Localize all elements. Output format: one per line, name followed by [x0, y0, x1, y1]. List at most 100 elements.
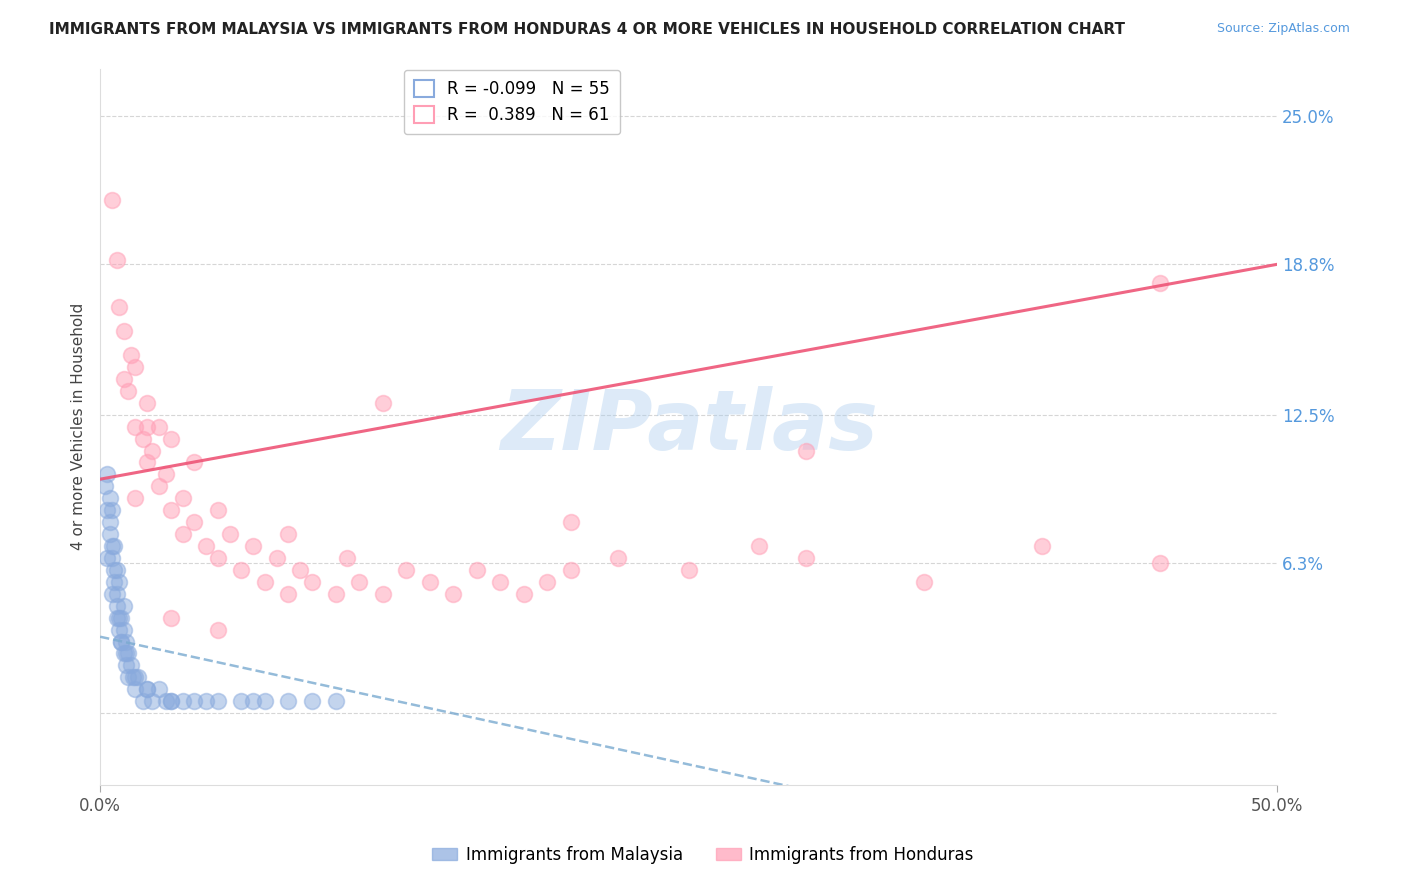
Point [266, 551, 288, 566]
Point [136, 682, 159, 697]
Point [148, 682, 170, 697]
Point [231, 694, 253, 708]
Point [124, 419, 146, 434]
Point [159, 694, 181, 708]
Text: ZIPatlas: ZIPatlas [499, 386, 877, 467]
Point [183, 694, 205, 708]
Point [101, 503, 124, 517]
Point [301, 694, 323, 708]
Point [242, 694, 264, 708]
Point [120, 658, 142, 673]
Point [124, 670, 146, 684]
Point [207, 551, 229, 566]
Point [207, 503, 229, 517]
Point [105, 610, 128, 624]
Point [155, 467, 177, 482]
Point [122, 670, 145, 684]
Point [112, 324, 135, 338]
Point [112, 647, 135, 661]
Point [277, 527, 299, 541]
Point [96, 503, 118, 517]
Legend: R = -0.099   N = 55, R =  0.389   N = 61: R = -0.099 N = 55, R = 0.389 N = 61 [404, 70, 620, 135]
Point [98, 527, 121, 541]
Point [395, 563, 418, 577]
Point [105, 252, 128, 267]
Point [1031, 539, 1053, 553]
Point [112, 599, 135, 613]
Point [112, 623, 135, 637]
Point [141, 443, 163, 458]
Point [560, 563, 582, 577]
Point [115, 647, 138, 661]
Point [108, 574, 131, 589]
Point [489, 574, 512, 589]
Point [231, 563, 253, 577]
Point [105, 599, 128, 613]
Point [796, 551, 818, 566]
Point [159, 503, 181, 517]
Point [115, 658, 138, 673]
Point [98, 515, 121, 529]
Point [124, 359, 146, 374]
Point [172, 491, 194, 506]
Point [148, 419, 170, 434]
Point [290, 563, 312, 577]
Point [127, 670, 149, 684]
Point [207, 623, 229, 637]
Point [110, 610, 132, 624]
Point [912, 574, 935, 589]
Point [159, 432, 181, 446]
Point [108, 610, 131, 624]
Point [560, 515, 582, 529]
Point [96, 467, 118, 482]
Point [105, 563, 128, 577]
Point [131, 432, 153, 446]
Point [277, 587, 299, 601]
Point [148, 479, 170, 493]
Point [120, 348, 142, 362]
Point [183, 455, 205, 469]
Point [277, 694, 299, 708]
Point [513, 587, 536, 601]
Point [112, 372, 135, 386]
Point [108, 300, 131, 314]
Point [101, 551, 124, 566]
Point [218, 527, 240, 541]
Point [465, 563, 488, 577]
Point [117, 647, 139, 661]
Point [108, 623, 131, 637]
Point [325, 587, 347, 601]
Point [441, 587, 464, 601]
Point [607, 551, 630, 566]
Point [678, 563, 700, 577]
Point [796, 443, 818, 458]
Point [371, 587, 394, 601]
Point [159, 610, 181, 624]
Point [101, 193, 124, 207]
Point [103, 539, 125, 553]
Y-axis label: 4 or more Vehicles in Household: 4 or more Vehicles in Household [72, 303, 86, 550]
Point [419, 574, 441, 589]
Point [195, 539, 218, 553]
Legend: Immigrants from Malaysia, Immigrants from Honduras: Immigrants from Malaysia, Immigrants fro… [426, 839, 980, 871]
Point [103, 574, 125, 589]
Point [183, 515, 205, 529]
Point [748, 539, 770, 553]
Point [117, 384, 139, 398]
Point [94, 479, 117, 493]
Point [1149, 277, 1171, 291]
Point [325, 694, 347, 708]
Point [136, 455, 159, 469]
Point [110, 634, 132, 648]
Point [103, 563, 125, 577]
Point [301, 574, 323, 589]
Point [195, 694, 218, 708]
Point [1149, 556, 1171, 570]
Point [172, 694, 194, 708]
Point [207, 694, 229, 708]
Point [131, 694, 153, 708]
Point [536, 574, 558, 589]
Point [96, 551, 118, 566]
Point [172, 527, 194, 541]
Point [124, 682, 146, 697]
